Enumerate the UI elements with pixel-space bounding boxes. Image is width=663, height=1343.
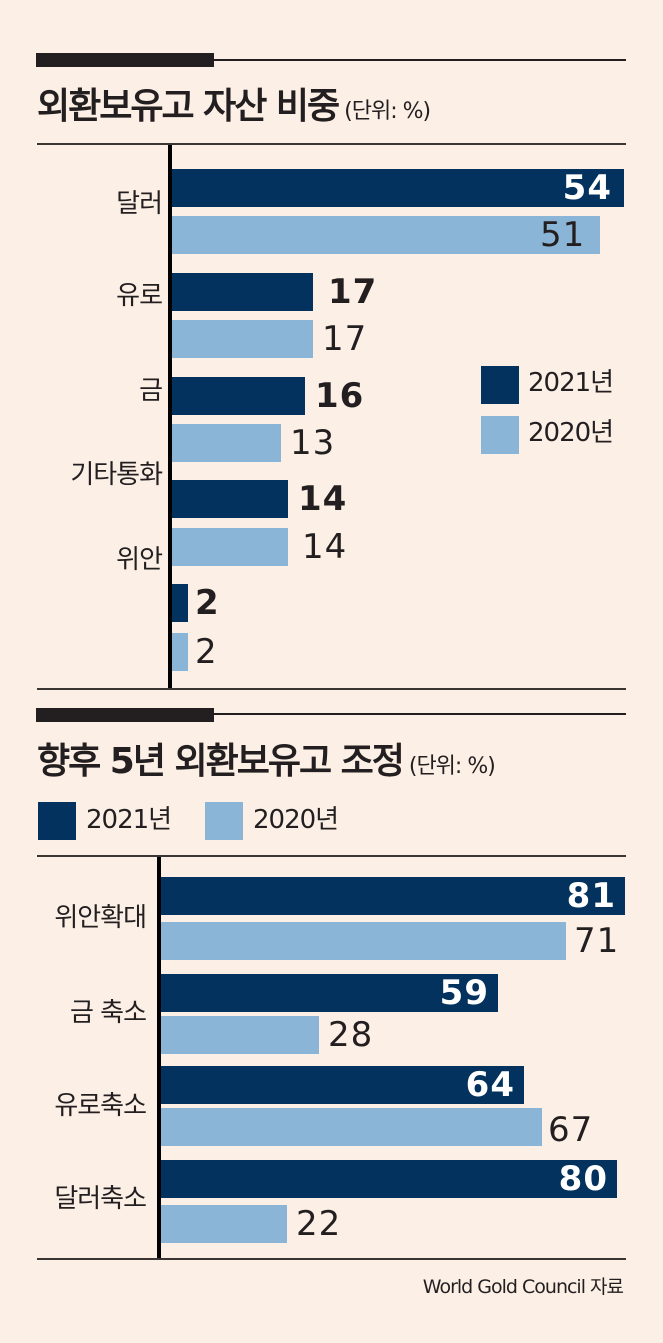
chart1-bottom-rule [37, 688, 626, 690]
chart1-category-label: 유로 [116, 281, 163, 311]
chart2-value-2021-gold-reduce: 59 [439, 973, 489, 1013]
chart2-value-2020-dollar-reduce: 22 [296, 1204, 342, 1244]
chart2-bar-2020-gold-reduce [161, 1016, 319, 1054]
chart1-category-label: 달러 [116, 189, 163, 219]
chart2-bar-2021-dollar-reduce [161, 1160, 617, 1198]
chart1-top-rule [37, 143, 626, 145]
chart1-value-2021-gold: 16 [315, 376, 365, 416]
chart1-bar-2020-euro [172, 320, 313, 358]
chart2-top-rule [37, 855, 626, 857]
chart1-bar-2020-gold [172, 424, 281, 462]
chart1-bar-2020-yuan [172, 633, 188, 671]
chart1-value-2020-gold: 13 [290, 423, 336, 463]
chart1-value-2020-other: 14 [302, 527, 348, 567]
chart2-legend-swatch-2021 [38, 802, 76, 840]
chart2-category-label: 금 축소 [69, 998, 147, 1028]
chart2-value-2021-yuan-expand: 81 [566, 876, 616, 916]
chart1-category-label: 금 [139, 376, 163, 406]
chart1-value-2020-euro: 17 [322, 319, 368, 359]
chart1-bar-2021-other [172, 480, 288, 518]
chart2-legend-swatch-2020 [205, 802, 243, 840]
chart2-header-bar-thin [214, 713, 626, 715]
chart2-bar-2021-euro-reduce [161, 1066, 524, 1104]
chart2-title-text: 향후 5년 외환보유고 조정 [37, 741, 405, 782]
chart1-value-2020-yuan: 2 [195, 632, 218, 672]
chart2-value-2020-gold-reduce: 28 [328, 1015, 374, 1055]
chart1-header-bar-thin [214, 59, 626, 61]
chart1-value-2021-euro: 17 [328, 272, 378, 312]
chart1-legend-swatch-2020 [481, 416, 519, 454]
chart1-legend-swatch-2021 [481, 366, 519, 404]
chart1-bar-2020-dollar [172, 216, 600, 254]
chart1-legend-label-2020: 2020년 [528, 418, 614, 448]
chart1-title: 외환보유고 자산 비중 (단위: %) [37, 86, 431, 127]
chart2-bar-2020-yuan-expand [161, 922, 566, 960]
chart1-category-label: 위안 [116, 545, 163, 575]
chart2-value-2021-dollar-reduce: 80 [558, 1159, 608, 1199]
chart1-value-2021-other: 14 [298, 479, 348, 519]
chart1-title-text: 외환보유고 자산 비중 [37, 86, 340, 127]
chart2-value-2020-yuan-expand: 71 [574, 921, 620, 961]
chart2-bar-2021-gold-reduce [161, 974, 498, 1012]
chart2-value-2020-euro-reduce: 67 [548, 1110, 594, 1150]
chart1-unit: (단위: %) [344, 99, 431, 124]
chart1-bar-2021-gold [172, 377, 305, 415]
chart2-bar-2020-euro-reduce [161, 1108, 542, 1146]
chart2-bar-2021-yuan-expand [161, 877, 625, 915]
chart2-bar-2020-dollar-reduce [161, 1205, 287, 1243]
chart1-bar-2020-other [172, 528, 288, 566]
chart1-legend-label-2021: 2021년 [528, 368, 614, 398]
chart2-title: 향후 5년 외환보유고 조정 (단위: %) [37, 741, 496, 782]
chart1-category-label: 기타통화 [70, 460, 163, 490]
chart1-value-2021-yuan: 2 [195, 583, 220, 623]
chart1-bar-2021-dollar [172, 169, 624, 207]
chart2-value-2021-euro-reduce: 64 [465, 1065, 515, 1105]
chart2-bottom-rule [37, 1258, 626, 1260]
chart1-value-2020-dollar: 51 [540, 215, 586, 255]
chart2-header-bar-thick [36, 708, 214, 722]
chart2-category-label: 유로축소 [54, 1091, 147, 1121]
chart1-header-bar-thick [36, 53, 214, 67]
chart1-value-2021-dollar: 54 [562, 168, 612, 208]
chart2-category-label: 위안확대 [54, 903, 147, 933]
chart2-legend-label-2021: 2021년 [86, 805, 172, 835]
chart1-bar-2021-yuan [172, 584, 188, 622]
chart2-category-label: 달러축소 [54, 1184, 147, 1214]
chart2-axis [157, 857, 161, 1260]
chart2-legend-label-2020: 2020년 [253, 805, 339, 835]
source-note: World Gold Council 자료 [422, 1276, 624, 1298]
chart2-unit: (단위: %) [408, 754, 496, 779]
chart1-axis [168, 145, 172, 689]
chart1-bar-2021-euro [172, 273, 313, 311]
